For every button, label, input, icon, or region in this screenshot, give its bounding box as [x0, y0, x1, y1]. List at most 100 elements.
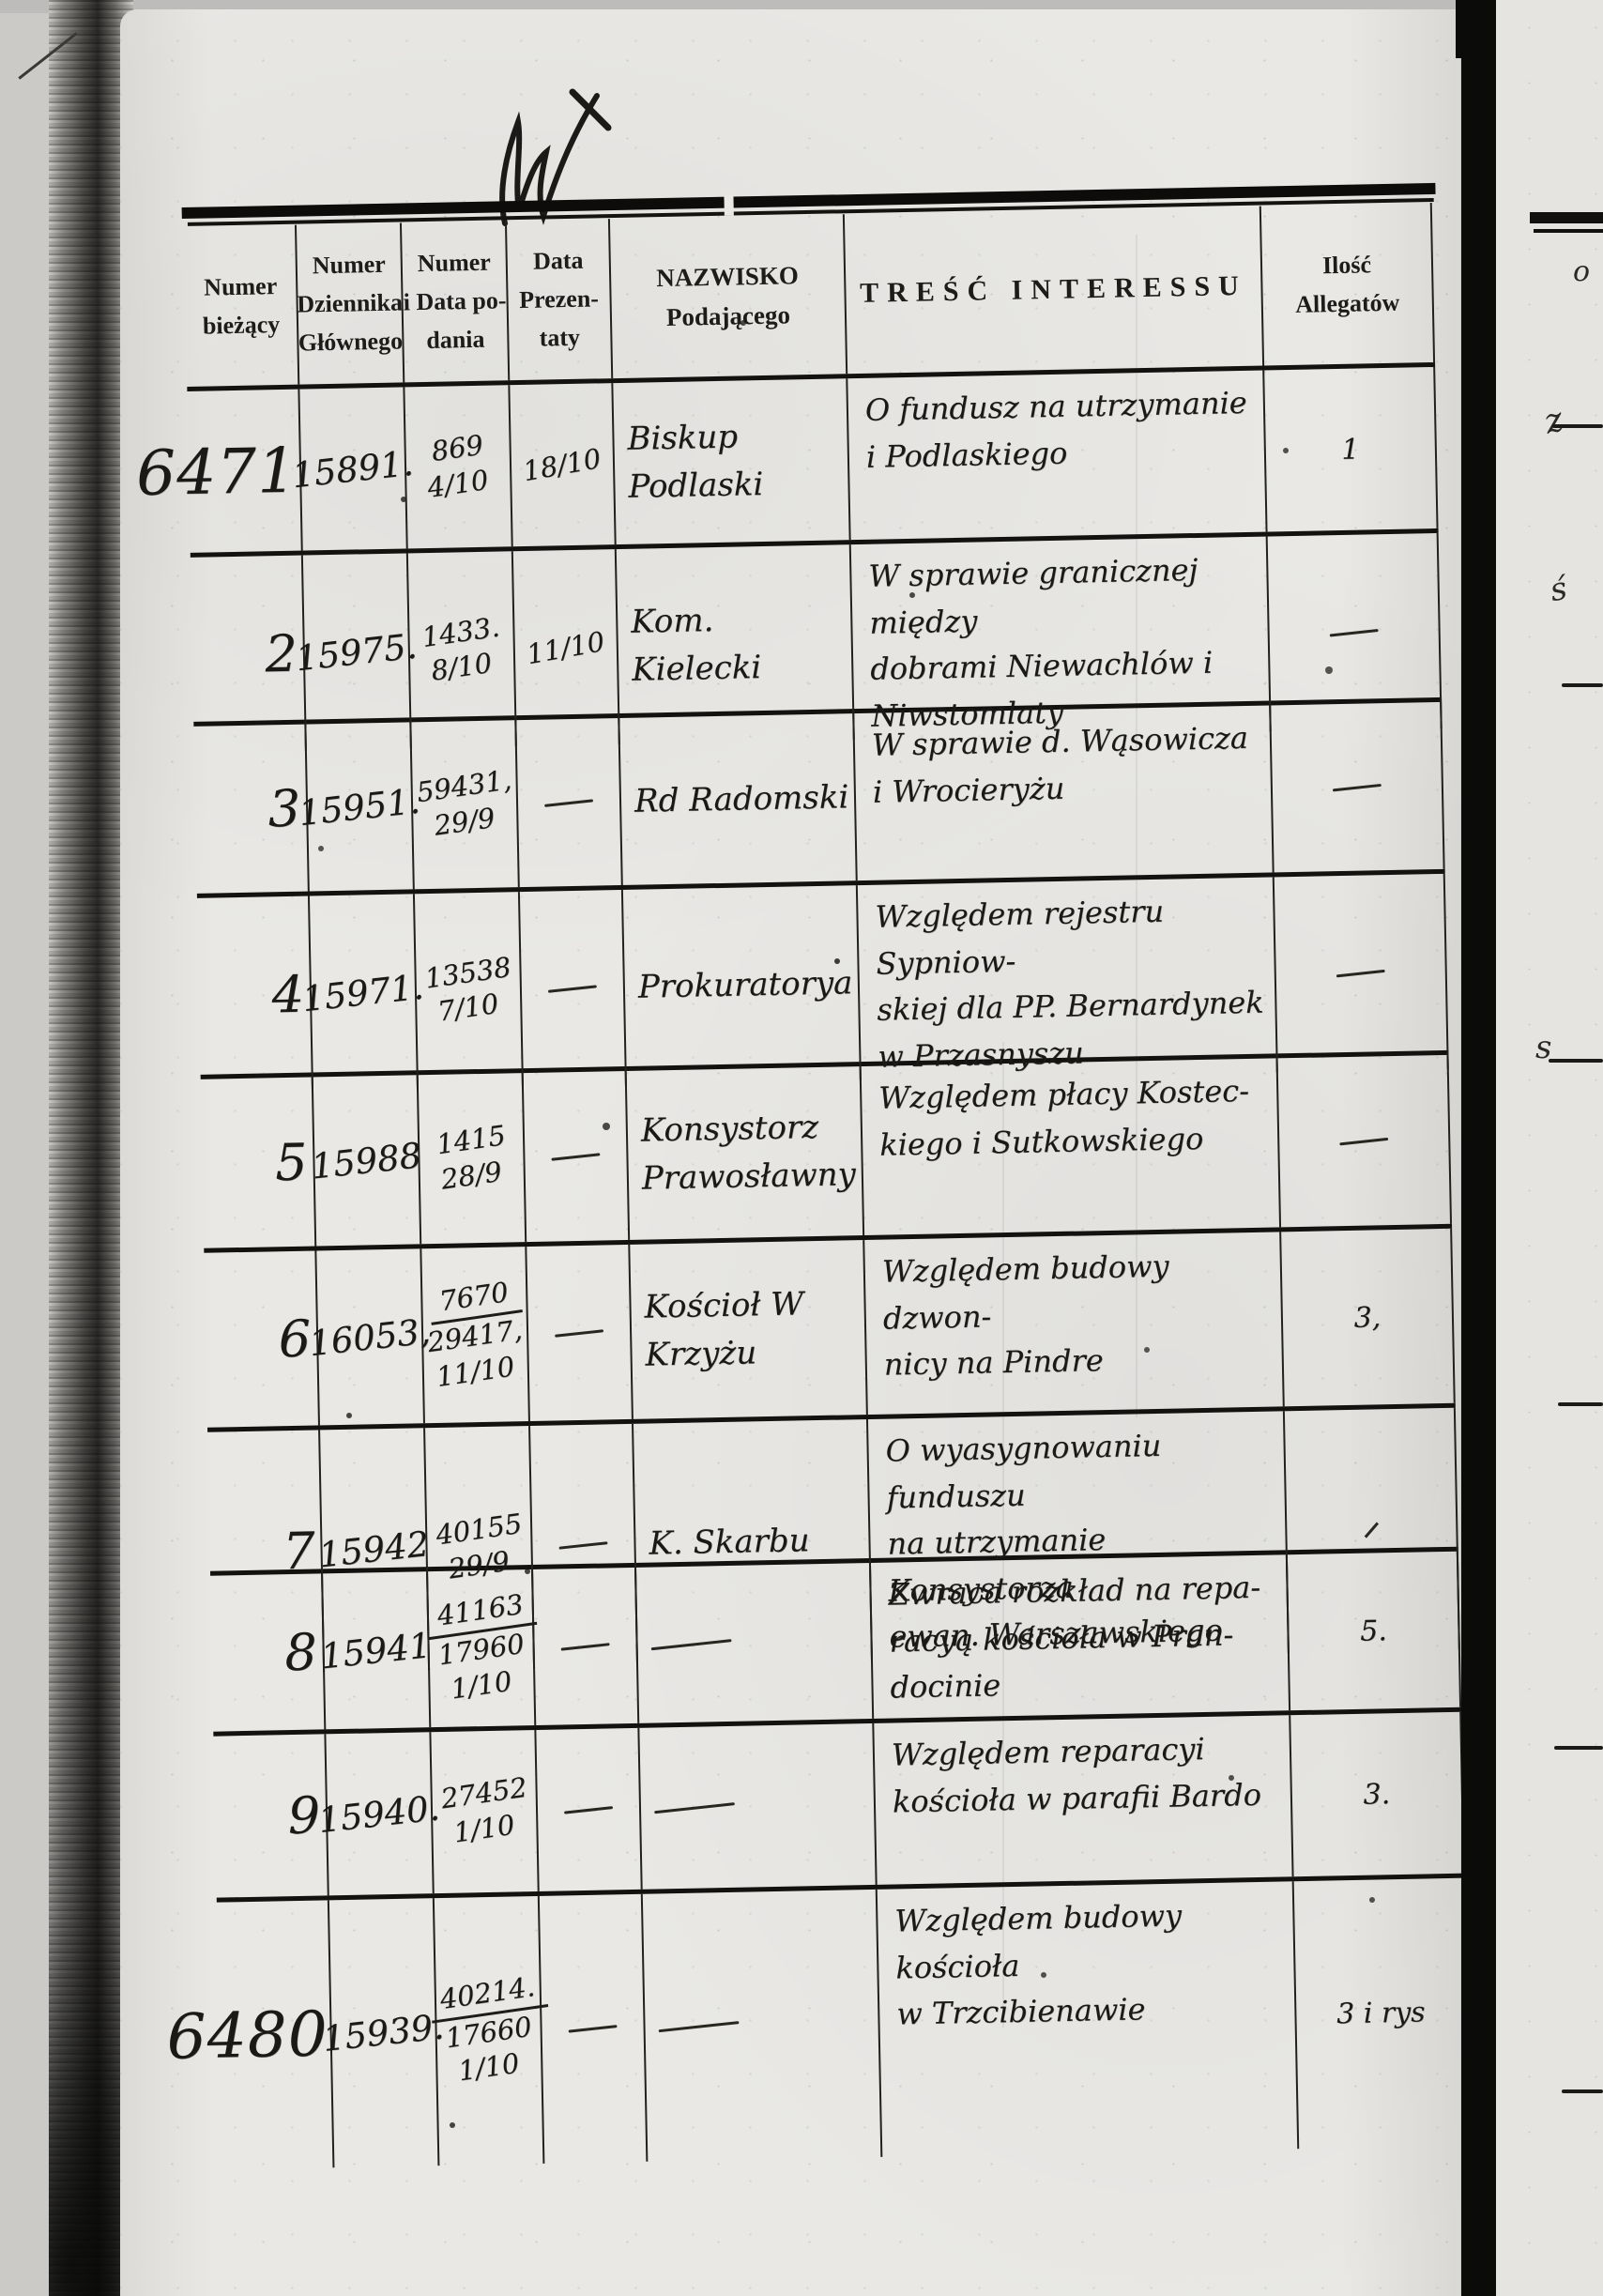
handwritten-text: Konsystorz — [640, 1108, 819, 1150]
handwritten-dash — [564, 1805, 614, 1814]
next-page-sliver: o z ś s — [1496, 0, 1603, 2296]
cell-tresc-interessu: Zwraca rozkład na repa-racyą kościoła w … — [870, 1554, 1291, 1719]
handwritten-text: Względem płacy Kostec- — [878, 1072, 1250, 1116]
cell-dziennik-glowny: 15891. — [290, 387, 416, 551]
next-page-text-fragment: s — [1535, 1029, 1552, 1066]
cell-nazwisko-podajacego — [636, 1562, 875, 1723]
handwritten-text: 4/10 — [425, 463, 491, 504]
handwritten-text: 5. — [1359, 1614, 1388, 1648]
handwritten-text: 29/9 — [432, 801, 497, 842]
handwritten-text: Biskup — [627, 418, 739, 458]
handwritten-text: i Podlaskiego — [865, 435, 1068, 475]
handwritten-text: 8/10 — [429, 647, 495, 687]
cell-dziennik-glowny: 15940. — [316, 1732, 442, 1896]
cell-dziennik-glowny: 15988 — [310, 1075, 423, 1247]
handwritten-dash — [1364, 1522, 1380, 1539]
cell-numer-biezacy: 8 — [210, 1573, 327, 1732]
handwritten-text: 18/10 — [520, 442, 604, 488]
handwritten-dash — [568, 2025, 618, 2033]
header-cell-podanie: Numer i Data po- dania — [401, 221, 511, 383]
cell-nazwisko-podajacego — [642, 1889, 883, 2162]
cell-ilosc-allegatow: 3 i rys — [1293, 1877, 1471, 2150]
header-cell-tresc: TREŚĆ INTERESSU — [844, 206, 1265, 375]
header-label: Głównego — [298, 327, 404, 357]
cell-data-prezentaty — [527, 1244, 634, 1422]
handwritten-text: 15941 — [318, 1624, 434, 1676]
cell-numer-data-podania: 13538 7/10 — [414, 892, 524, 1090]
handwritten-text: Względem reparacyi — [891, 1731, 1206, 1773]
handwritten-text: 15891. — [290, 442, 416, 496]
header-label: bieżący — [202, 310, 281, 340]
handwritten-dash — [558, 1541, 608, 1551]
cell-dziennik-glowny: 15951. — [297, 722, 422, 892]
cell-numer-biezacy: 6471 — [135, 389, 303, 553]
cell-tresc-interessu: Względem rejestru Sypniow-skiej dla PP. … — [857, 877, 1278, 1081]
handwritten-text: 15975. — [294, 625, 420, 679]
handwritten-text: O fundusz na utrzymanie — [864, 384, 1248, 428]
handwritten-text: 3 — [267, 778, 301, 838]
handwritten-text: 28/9 — [439, 1155, 505, 1196]
header-cell-nazwisko: NAZWISKO Podającego — [609, 214, 848, 379]
top-rule-break — [724, 194, 734, 216]
handwritten-text: Prokuratorya — [637, 963, 853, 1006]
header-label: Prezen- — [518, 284, 600, 314]
cell-numer-biezacy: 3 — [193, 724, 310, 894]
handwritten-text: kościoła w parafii Bardo — [892, 1776, 1262, 1820]
header-cell-numer-biezacy: Numer bieżący — [184, 224, 300, 387]
handwritten-text: dobrami Niewachlów i — [869, 644, 1214, 687]
next-page-line-fragment — [1552, 424, 1603, 428]
handwritten-text: racyą kościoła w Pran- — [889, 1616, 1234, 1660]
handwritten-dash — [560, 1642, 610, 1651]
handwritten-dash — [1329, 628, 1379, 637]
cell-data-prezentaty: 11/10 — [512, 549, 620, 747]
header-label: TREŚĆ INTERESSU — [859, 269, 1248, 309]
cell-dziennik-glowny: 15971. — [300, 894, 426, 1092]
handwritten-text: 1/10 — [456, 2046, 522, 2088]
cell-numer-data-podania: 40214. 17660 1/10 — [426, 1895, 549, 2166]
handwritten-text: Kielecki — [631, 649, 762, 689]
handwritten-text: 15951. — [297, 780, 422, 834]
handwritten-text: W sprawie granicznej między — [868, 551, 1198, 641]
cell-ilosc-allegatow: 5. — [1287, 1551, 1462, 1711]
handwritten-dash — [1339, 1137, 1389, 1145]
cell-numer-data-podania: 1433. 8/10 — [407, 551, 517, 749]
cell-tresc-interessu: Względem budowy kościoła w Trzcibienawie — [877, 1881, 1300, 2157]
handwritten-text: K. Skarbu — [649, 1522, 810, 1564]
cell-numer-data-podania: 869 4/10 — [405, 385, 513, 549]
header-label: Dziennika — [297, 288, 404, 318]
cell-numer-biezacy: 5 — [200, 1077, 317, 1248]
cell-nazwisko-podajacego: Konsystorz Prawosławny — [626, 1066, 865, 1240]
cell-nazwisko-podajacego: Rd Radomski — [619, 713, 858, 885]
header-label: Numer — [312, 250, 387, 280]
cell-data-prezentaty — [539, 1893, 649, 2164]
next-page-line-fragment — [1554, 1746, 1603, 1750]
handwritten-text: 1/10 — [451, 1808, 517, 1849]
cell-tresc-interessu: Względem płacy Kostec-kiego i Sutkowskie… — [861, 1058, 1282, 1236]
next-page-text-fragment: ś — [1547, 569, 1570, 610]
handwritten-text: Kom. — [630, 602, 714, 641]
handwritten-dash — [555, 1328, 604, 1338]
handwritten-dash — [1332, 783, 1382, 791]
cell-ilosc-allegatow: 3. — [1290, 1711, 1465, 1877]
handwritten-text: 8 — [283, 1622, 318, 1682]
ledger-table: Numer bieżący Numer Dziennika Głównego N… — [135, 194, 1471, 2170]
cell-tresc-interessu: O fundusz na utrzymanie i Podlaskiego — [847, 370, 1268, 541]
handwritten-text: 11/10 — [524, 625, 607, 671]
cell-nazwisko-podajacego — [639, 1722, 878, 1890]
handwritten-dash — [551, 1152, 601, 1161]
handwritten-text: nicy na Pindre — [883, 1342, 1105, 1383]
handwritten-text: 15971. — [300, 966, 426, 1019]
cell-ilosc-allegatow: 1 — [1264, 366, 1439, 532]
handwritten-text: w Trzcibienawie — [895, 1991, 1146, 2032]
handwritten-dash — [1336, 969, 1385, 978]
handwritten-text: 1433. — [420, 610, 502, 653]
cell-numer-biezacy: 2 — [190, 555, 307, 754]
table-row: 8 15941 41163 17960 1/10 Zwraca rozkład na re… — [210, 1551, 1462, 1737]
handwritten-text: 6471 — [135, 434, 298, 510]
next-page-text-fragment: o — [1573, 255, 1591, 288]
handwritten-dash — [654, 1801, 735, 1814]
handwritten-text: 2 — [264, 623, 298, 684]
next-page-text-fragment: z — [1540, 400, 1567, 442]
cell-tresc-interessu: Względem reparacyi kościoła w parafii Bar… — [874, 1715, 1294, 1885]
